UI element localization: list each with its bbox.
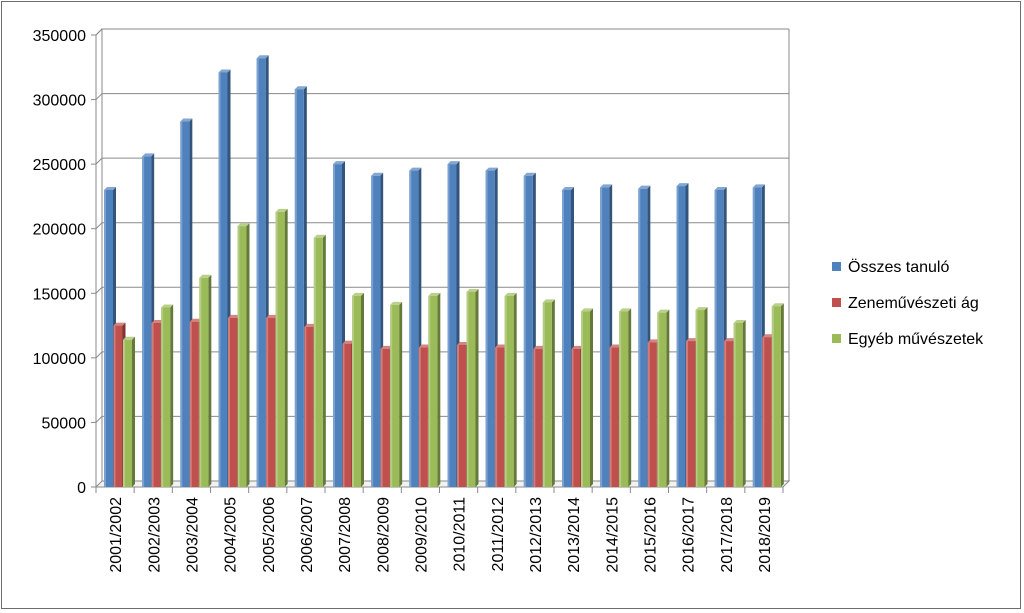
- x-tick-label: 2008/2009: [375, 497, 392, 573]
- bar-egyeb-2018/2019: [771, 303, 784, 487]
- y-tick-label: 200000: [33, 222, 86, 239]
- bar-egyeb-2003/2004: [199, 274, 212, 487]
- legend-label: Összes tanuló: [848, 258, 949, 276]
- x-tick-label: 2015/2016: [642, 497, 659, 573]
- x-tick-label: 2009/2010: [413, 497, 430, 573]
- bars: [104, 55, 784, 488]
- x-tick-label: 2012/2013: [528, 497, 545, 573]
- x-tick-label: 2017/2018: [719, 497, 736, 573]
- x-tick-label: 2003/2004: [184, 497, 201, 573]
- bar-egyeb-2013/2014: [581, 308, 593, 487]
- legend-swatch: [832, 334, 841, 343]
- y-tick-label: 150000: [33, 286, 86, 303]
- legend-swatch: [832, 262, 841, 271]
- legend-swatch: [832, 298, 841, 307]
- x-tick-label: 2018/2019: [757, 497, 774, 573]
- x-tick-label: 2014/2015: [604, 497, 621, 573]
- bar-egyeb-2002/2003: [161, 304, 174, 487]
- bar-egyeb-2008/2009: [390, 301, 403, 487]
- gridlines: [95, 28, 790, 487]
- bar-egyeb-2016/2017: [695, 307, 708, 487]
- x-tick-label: 2004/2005: [223, 497, 240, 573]
- legend-item: Egyéb művészetek: [832, 331, 984, 348]
- legend-label: Zeneművészeti ág: [848, 295, 979, 312]
- legend: Összes tanuló Zeneművészeti ág Egyéb művés…: [832, 258, 984, 348]
- legend-item: Összes tanuló: [832, 258, 949, 276]
- bar-egyeb-2012/2013: [542, 299, 555, 487]
- bar-egyeb-2004/2005: [237, 223, 250, 488]
- x-tick-label: 2001/2002: [108, 497, 125, 573]
- y-tick-label: 350000: [33, 28, 86, 45]
- y-tick-label: 300000: [33, 93, 86, 110]
- y-tick-label: 0: [77, 480, 86, 497]
- bar-egyeb-2014/2015: [619, 308, 632, 487]
- x-tick-label: 2013/2014: [566, 497, 583, 573]
- x-tick-label: 2010/2011: [452, 497, 469, 572]
- x-tick-label: 2016/2017: [681, 497, 698, 573]
- bar-egyeb-2015/2016: [657, 309, 670, 487]
- legend-label: Egyéb művészetek: [848, 331, 984, 348]
- bar-egyeb-2007/2008: [352, 292, 364, 487]
- bar-egyeb-2006/2007: [313, 234, 326, 487]
- x-tick-labels: 2001/2002 2002/2003 2003/2004 2004/2005 2005…: [108, 497, 774, 573]
- x-tick-label: 2011/2012: [490, 497, 507, 572]
- bar-egyeb-2001/2002: [123, 336, 135, 487]
- bar-egyeb-2017/2018: [733, 319, 746, 487]
- y-tick-label: 50000: [42, 415, 87, 432]
- bar-egyeb-2011/2012: [504, 292, 517, 487]
- y-tick-labels: 0 50000 100000 150000 200000 250000 300000 3500…: [33, 28, 86, 497]
- bar-egyeb-2005/2006: [275, 208, 288, 487]
- x-tick-label: 2006/2007: [299, 497, 316, 573]
- y-tick-label: 250000: [33, 157, 86, 174]
- y-tick-label: 100000: [33, 351, 86, 368]
- x-tick-label: 2007/2008: [337, 497, 354, 573]
- bar-egyeb-2009/2010: [428, 292, 441, 487]
- x-tick-label: 2002/2003: [146, 497, 163, 573]
- x-tick-label: 2005/2006: [261, 497, 278, 573]
- legend-item: Zeneművészeti ág: [832, 295, 979, 312]
- bar-egyeb-2010/2011: [466, 288, 479, 487]
